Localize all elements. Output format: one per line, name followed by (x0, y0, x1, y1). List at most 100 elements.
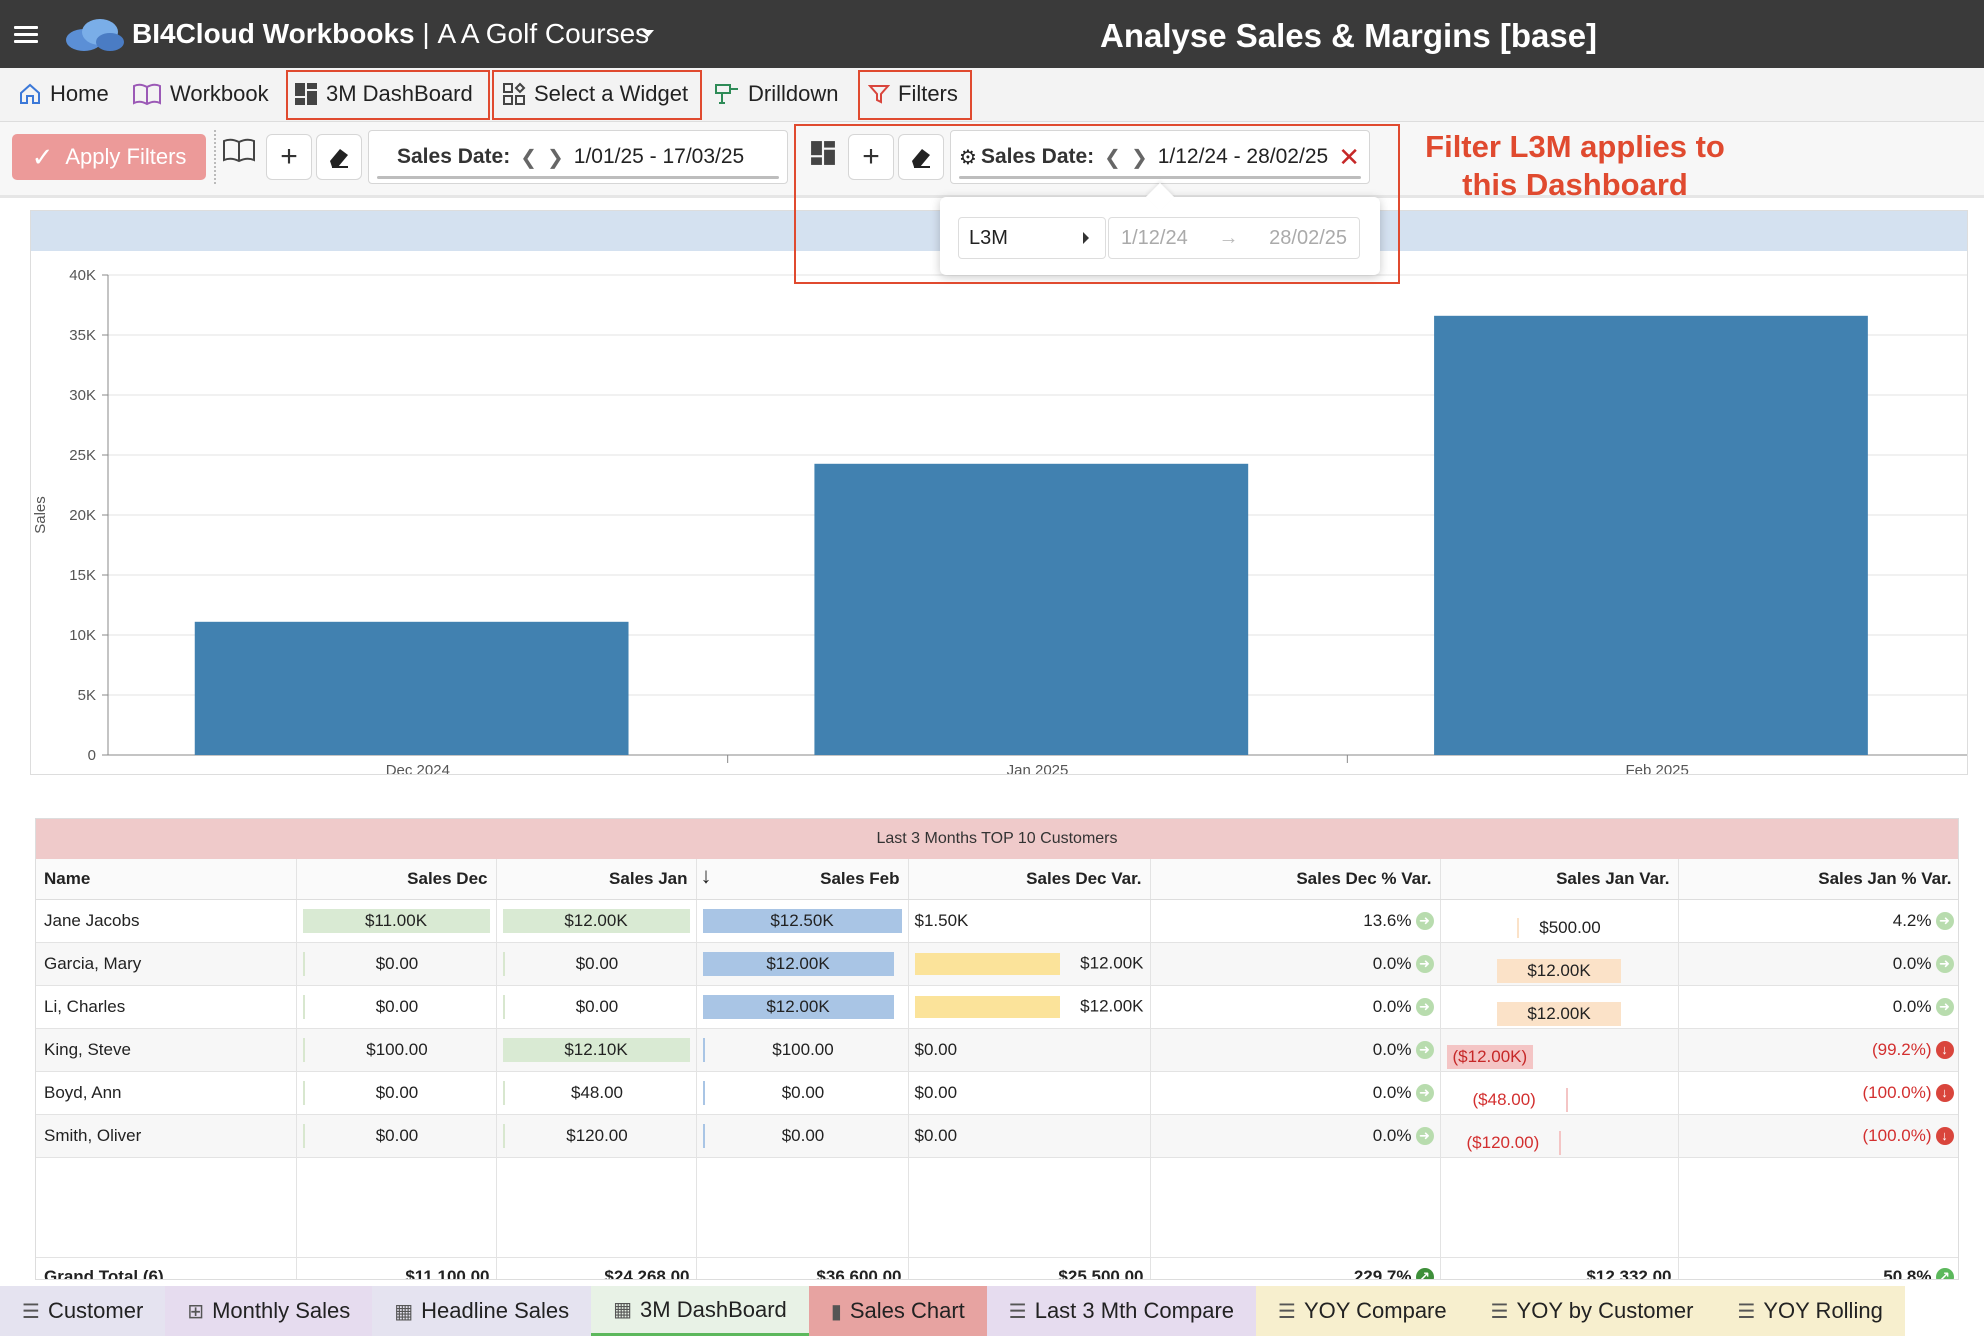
menu-workbook[interactable]: Workbook (124, 68, 277, 120)
prev-period-icon[interactable]: ❮ (520, 146, 537, 169)
plus-icon: + (280, 140, 298, 173)
add-filter-button[interactable]: + (266, 134, 312, 180)
table-row[interactable]: Smith, Oliver $0.00 $120.00 $0.00 $0.00 … (36, 1114, 1958, 1158)
clear-dashboard-filter-button[interactable] (898, 134, 944, 180)
tab-monthly-sales[interactable]: ⊞ Monthly Sales (165, 1286, 373, 1336)
value-bar: $100.00 (302, 1037, 490, 1062)
tab-label: YOY Rolling (1763, 1298, 1883, 1323)
variance-bar (915, 995, 1061, 1018)
sheet-tabs: ☰ Customer ⊞ Monthly Sales ▦ Headline Sales ▦ 3… (0, 1286, 1984, 1336)
cell-sales-feb: $12.00K (696, 942, 909, 986)
cloud-logo-icon (66, 19, 124, 51)
gear-icon[interactable]: ⚙ (959, 146, 977, 169)
col-header-dec-pct[interactable]: Sales Dec % Var. (1150, 859, 1441, 900)
col-header-sales-dec[interactable]: Sales Dec (296, 859, 497, 900)
y-tick-label: 40K (69, 267, 96, 284)
plus-icon: + (862, 140, 880, 173)
menu-home[interactable]: Home (10, 68, 117, 120)
close-icon[interactable]: ✕ (1338, 141, 1360, 172)
cell-sales-feb: $12.50K (696, 899, 909, 943)
value: 0.0% (1372, 996, 1412, 1016)
preset-date-range[interactable]: 1/12/24 → 28/02/25 (1108, 217, 1360, 259)
bar-chart: 0 5K 10K 15K 20K 25K 30K 35K 40K Sales Dec 2024 Jan… (32, 267, 1967, 774)
value: $0.00 (914, 1082, 958, 1102)
col-header-sales-jan[interactable]: Sales Jan (496, 859, 697, 900)
cell-dec-var: $12.00K (908, 942, 1151, 986)
total-dec-pct: 229.7% ↗ (1150, 1257, 1441, 1279)
arrow-up-circle-icon: ➜ (1935, 954, 1954, 973)
col-header-name[interactable]: Name (36, 859, 297, 900)
tab-yoy-by-customer[interactable]: ☰ YOY by Customer (1468, 1286, 1716, 1336)
col-header-dec-var[interactable]: Sales Dec Var. (908, 859, 1151, 900)
workbook-filter-icon[interactable] (222, 136, 256, 169)
value: (100.0%) (1862, 1082, 1932, 1102)
workbook-date-range: 1/01/25 - 17/03/25 (573, 145, 745, 168)
dashboard-date-filter[interactable]: ⚙ Sales Date: ❮ ❯ 1/12/24 - 28/02/25 ✕ (950, 130, 1370, 184)
dashboard-icon (295, 83, 317, 105)
arrow-up-circle-icon: ➜ (1415, 911, 1434, 930)
cell-sales-dec: $0.00 (296, 1114, 497, 1158)
company-name[interactable]: A A Golf Courses (437, 18, 650, 49)
menu-drilldown-label: Drilldown (748, 81, 839, 106)
col-header-jan-var[interactable]: Sales Jan Var. (1440, 859, 1679, 900)
book-icon (133, 83, 161, 106)
tab-last-3-mth-compare[interactable]: ☰ Last 3 Mth Compare (986, 1286, 1257, 1336)
table-row[interactable]: Garcia, Mary $0.00 $0.00 $12.00K $12.00K… (36, 942, 1958, 986)
value-bar: $0.00 (302, 994, 490, 1019)
menu-select-widget[interactable]: Select a Widget (494, 68, 696, 120)
y-axis-label: Sales (32, 496, 49, 534)
sales-chart-widget: 0 5K 10K 15K 20K 25K 30K 35K 40K Sales Dec 2024 Jan… (30, 210, 1968, 775)
menu-filters[interactable]: Filters (860, 68, 966, 120)
table-row[interactable]: King, Steve $100.00 $12.10K $100.00 $0.0… (36, 1028, 1958, 1072)
annotation-line-1: Filter L3M applies to (1425, 129, 1725, 164)
arrow-up-circle-icon: ➜ (1935, 911, 1954, 930)
cell-sales-feb: $0.00 (696, 1071, 909, 1115)
cell-dec-pct: 0.0% ➜ (1150, 1028, 1441, 1072)
menu-workbook-label: Workbook (170, 81, 269, 106)
tab-yoy-compare[interactable]: ☰ YOY Compare (1256, 1286, 1469, 1336)
menu-dashboard[interactable]: 3M DashBoard (286, 68, 481, 120)
sort-desc-icon[interactable]: ↓ (700, 863, 712, 888)
tab-sales-chart[interactable]: ▮ Sales Chart (808, 1286, 987, 1336)
value-bar: $0.00 (502, 994, 690, 1019)
tab-headline-sales[interactable]: ▦ Headline Sales (372, 1286, 592, 1336)
table-row[interactable]: Boyd, Ann $0.00 $48.00 $0.00 $0.00 0.0% ➜… (36, 1071, 1958, 1115)
tab-customer[interactable]: ☰ Customer (0, 1286, 166, 1336)
clear-filter-button[interactable] (316, 134, 362, 180)
y-tick-label: 35K (69, 327, 96, 344)
preset-select[interactable]: L3M (958, 217, 1106, 259)
dashboard-filter-icon[interactable] (810, 140, 836, 171)
prev-period-icon[interactable]: ❮ (1104, 146, 1121, 169)
arrow-up-circle-icon: ➜ (1415, 1040, 1434, 1059)
next-period-icon[interactable]: ❯ (1130, 146, 1148, 169)
value: $500.00 (1517, 917, 1601, 938)
add-dashboard-filter-button[interactable]: + (848, 134, 894, 180)
dashboard-icon: ▦ (394, 1300, 414, 1323)
value-bar: $0.00 (702, 1080, 902, 1105)
next-period-icon[interactable]: ❯ (547, 146, 564, 169)
value: $0.00 (914, 1125, 958, 1145)
total-dec-var: $25,500.00 (908, 1257, 1151, 1279)
menu-drilldown[interactable]: Drilldown (706, 68, 846, 120)
value: $0.00 (914, 1039, 958, 1059)
total-label: Grand Total (6) (36, 1257, 297, 1279)
company-dropdown-icon[interactable] (642, 30, 654, 37)
tab-yoy-rolling[interactable]: ☰ YOY Rolling (1715, 1286, 1905, 1336)
col-header-sales-feb[interactable]: ↓ Sales Feb (696, 859, 909, 900)
apply-filters-button[interactable]: ✓ Apply Filters (12, 134, 206, 180)
list-icon: ☰ (22, 1300, 40, 1323)
table-row[interactable]: Jane Jacobs $11.00K $12.00K $12.50K $1.5… (36, 899, 1958, 943)
x-tick-label: Feb 2025 (1625, 762, 1688, 774)
hamburger-menu-icon[interactable] (14, 26, 38, 44)
table-row[interactable]: Li, Charles $0.00 $0.00 $12.00K $12.00K … (36, 985, 1958, 1029)
cell-sales-jan: $120.00 (496, 1114, 697, 1158)
workbook-date-filter[interactable]: Sales Date: ❮ ❯ 1/01/25 - 17/03/25 (368, 130, 788, 184)
col-header-jan-pct[interactable]: Sales Jan % Var. (1678, 859, 1958, 900)
tab-3m-dashboard[interactable]: ▦ 3M DashBoard (591, 1286, 809, 1336)
total-jan-var: $12,332.00 (1440, 1257, 1679, 1279)
cell-sales-jan: $0.00 (496, 985, 697, 1029)
tab-label: Headline Sales (421, 1298, 570, 1323)
cell-jan-pct: (100.0%) ↓ (1678, 1114, 1958, 1158)
arrow-up-circle-icon: ➜ (1415, 997, 1434, 1016)
value: $12.00K (1080, 952, 1144, 972)
